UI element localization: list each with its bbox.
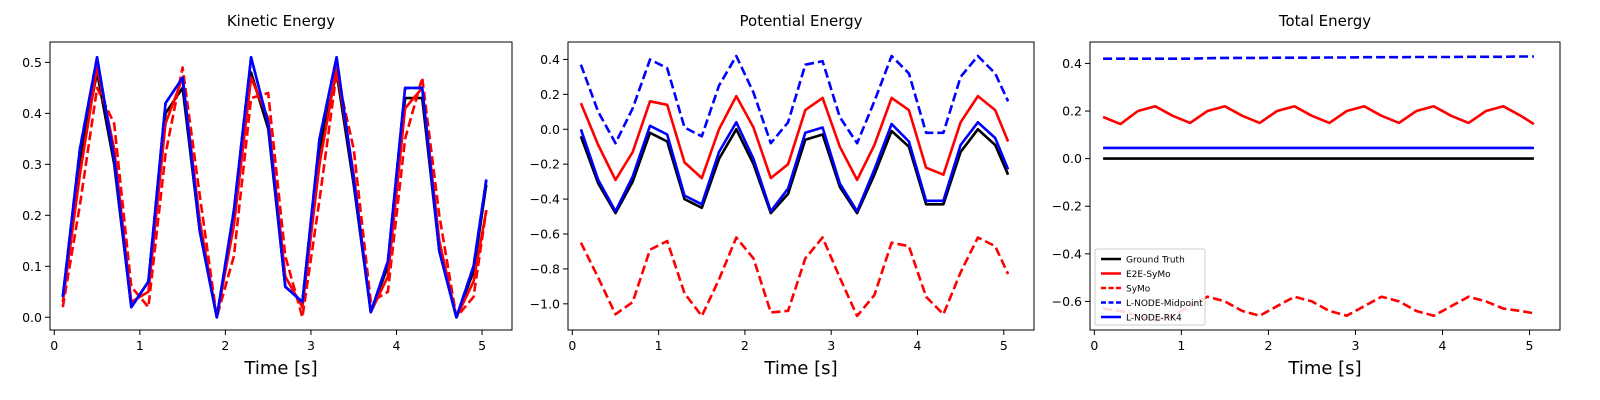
series-line-symo — [1102, 295, 1535, 322]
legend-label: E2E-SyMo — [1126, 270, 1171, 280]
chart-panel-kinetic-energy: Kinetic Energy 0 1 2 3 4 5 0.0 0.1 0.2 0.3 0.4 0.5 Ti… — [22, 12, 513, 379]
series-line-e2e-symo — [579, 94, 1010, 182]
y-tick-label: 0.5 — [22, 55, 42, 70]
x-tick-label: 2 — [221, 338, 229, 353]
x-tick-label: 4 — [393, 338, 401, 353]
x-tick-label: 0 — [50, 338, 58, 353]
series-line-symo — [579, 236, 1010, 318]
x-axis-label: Time [s] — [763, 358, 837, 379]
chart-title: Total Energy — [1278, 12, 1371, 30]
y-tick-label: 0.1 — [22, 259, 42, 274]
y-tick-label: −0.2 — [530, 157, 560, 172]
x-tick-label: 5 — [1000, 338, 1008, 353]
y-tick-label: 0.4 — [540, 52, 560, 67]
x-tick-label: 4 — [1439, 338, 1447, 353]
series-group — [1102, 55, 1535, 322]
y-tick-label: −0.8 — [530, 261, 560, 276]
y-tick-label: 0.2 — [540, 87, 560, 102]
series-line-e2e-symo — [1102, 105, 1535, 126]
legend-label: L-NODE-RK4 — [1126, 313, 1182, 323]
series-line-l-node-rk4 — [61, 55, 488, 319]
legend-box — [1094, 248, 1206, 326]
legend-label: SyMo — [1126, 284, 1151, 294]
series-line-l-node-rk4 — [579, 121, 1010, 213]
chart-panel-total-energy: Total Energy 0 1 2 3 4 5 −0.6 −0.4 −0.2 0.0 0.2 0.4 T… — [1052, 12, 1561, 379]
y-tick-label: −0.6 — [1052, 294, 1082, 309]
x-tick-label: 1 — [136, 338, 144, 353]
y-tick-label: −1.0 — [530, 296, 560, 311]
y-tick-label: −0.4 — [530, 192, 560, 207]
x-tick-label: 2 — [741, 338, 749, 353]
legend: Ground Truth E2E-SyMo SyMo L-NODE-Midpoint L… — [1094, 248, 1206, 326]
y-tick-label: 0.0 — [540, 122, 560, 137]
y-tick-label: 0.3 — [22, 157, 42, 172]
plot-frame — [1089, 41, 1561, 331]
y-tick-label: 0.4 — [22, 106, 42, 121]
y-tick-label: −0.6 — [530, 227, 560, 242]
y-tick-label: −0.4 — [1052, 246, 1082, 261]
y-tick-label: −0.2 — [1052, 199, 1082, 214]
series-line-l-node-midpoint — [579, 54, 1010, 145]
x-axis-label: Time [s] — [243, 358, 317, 379]
series-line-ground-truth — [579, 128, 1010, 215]
y-tick-label: 0.0 — [22, 310, 42, 325]
plot-frame — [567, 41, 1035, 331]
chart-title: Kinetic Energy — [227, 12, 335, 30]
x-tick-label: 3 — [827, 338, 835, 353]
y-tick-label: 0.2 — [1062, 104, 1082, 119]
y-tick-label: 0.0 — [1062, 151, 1082, 166]
plot-frame — [49, 41, 513, 331]
x-tick-label: 1 — [1177, 338, 1185, 353]
x-tick-label: 3 — [307, 338, 315, 353]
x-tick-label: 1 — [655, 338, 663, 353]
legend-label: L-NODE-Midpoint — [1126, 299, 1203, 309]
series-group — [579, 54, 1010, 318]
x-tick-label: 0 — [1090, 338, 1098, 353]
x-tick-label: 5 — [1526, 338, 1534, 353]
y-tick-label: 0.4 — [1062, 56, 1082, 71]
x-tick-label: 0 — [568, 338, 576, 353]
legend-label: Ground Truth — [1126, 255, 1185, 265]
chart-title: Potential Energy — [740, 12, 863, 30]
x-tick-label: 3 — [1351, 338, 1359, 353]
x-axis-label: Time [s] — [1287, 358, 1361, 379]
x-tick-label: 2 — [1264, 338, 1272, 353]
x-tick-label: 5 — [478, 338, 486, 353]
y-tick-label: 0.2 — [22, 208, 42, 223]
series-group — [61, 55, 488, 319]
chart-panel-potential-energy: Potential Energy 0 1 2 3 4 5 −1.0 −0.8 −0.6 −0.4 −0… — [530, 12, 1035, 379]
series-line-l-node-midpoint — [1103, 55, 1534, 61]
x-tick-label: 4 — [914, 338, 922, 353]
